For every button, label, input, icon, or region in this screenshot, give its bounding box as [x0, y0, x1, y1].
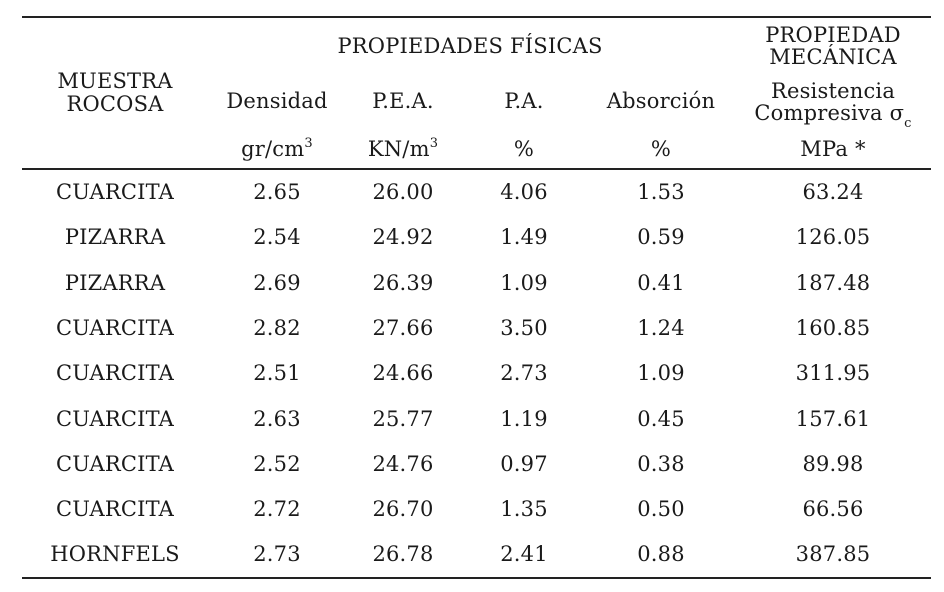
- cell-pea: 27.66: [372, 316, 434, 340]
- sample-header-line2: ROCOSA: [66, 92, 164, 116]
- cell-sample: CUARCITA: [55, 497, 175, 521]
- cell-sample: CUARCITA: [55, 407, 175, 431]
- cell-absorption: 0.88: [637, 542, 685, 566]
- cell-sample: HORNFELS: [50, 542, 180, 566]
- unit-absorption: %: [650, 137, 672, 161]
- cell-pa: 2.73: [500, 361, 548, 385]
- cell-pa: 2.41: [500, 542, 548, 566]
- cell-pea: 24.92: [372, 225, 434, 249]
- cell-strength: 387.85: [795, 542, 871, 566]
- cell-density: 2.69: [253, 271, 301, 295]
- cell-pa: 0.97: [500, 452, 548, 476]
- cell-absorption: 0.50: [637, 497, 685, 521]
- cell-sample: CUARCITA: [55, 361, 175, 385]
- cell-pa: 4.06: [500, 180, 548, 204]
- cell-sample: CUARCITA: [55, 180, 175, 204]
- cell-density: 2.52: [253, 452, 301, 476]
- unit-strength: MPa *: [800, 137, 866, 161]
- cell-sample: PIZARRA: [64, 271, 166, 295]
- cell-density: 2.65: [253, 180, 301, 204]
- cell-strength: 311.95: [795, 361, 871, 385]
- cell-density: 2.63: [253, 407, 301, 431]
- cell-sample: CUARCITA: [55, 316, 175, 340]
- cell-absorption: 1.24: [637, 316, 685, 340]
- cell-sample: PIZARRA: [64, 225, 166, 249]
- cell-pea: 26.78: [372, 542, 434, 566]
- cell-absorption: 0.41: [637, 271, 685, 295]
- cell-pea: 24.76: [372, 452, 434, 476]
- column-header-density: Densidad: [226, 89, 328, 113]
- column-header-strength-line1: Resistencia: [770, 79, 896, 103]
- cell-pea: 26.70: [372, 497, 434, 521]
- cell-absorption: 0.45: [637, 407, 685, 431]
- cell-pa: 1.19: [500, 407, 548, 431]
- header-rule: [22, 168, 931, 170]
- cell-density: 2.73: [253, 542, 301, 566]
- column-header-strength-line2: Compresiva σc: [754, 101, 912, 132]
- column-header-absorption: Absorción: [606, 89, 716, 113]
- cell-strength: 89.98: [802, 452, 864, 476]
- column-header-pa: P.A.: [504, 89, 544, 113]
- cell-absorption: 1.09: [637, 361, 685, 385]
- cell-density: 2.51: [253, 361, 301, 385]
- cell-pea: 26.39: [372, 271, 434, 295]
- cell-pea: 25.77: [372, 407, 434, 431]
- cell-strength: 160.85: [795, 316, 871, 340]
- unit-pea: KN/m3: [367, 136, 439, 161]
- mechanical-property-header-line2: MECÁNICA: [769, 45, 897, 69]
- cell-pa: 3.50: [500, 316, 548, 340]
- cell-strength: 63.24: [802, 180, 864, 204]
- mechanical-property-header-line1: PROPIEDAD: [765, 23, 901, 47]
- cell-pea: 26.00: [372, 180, 434, 204]
- cell-strength: 157.61: [795, 407, 871, 431]
- cell-pa: 1.49: [500, 225, 548, 249]
- cell-absorption: 0.59: [637, 225, 685, 249]
- cell-pea: 24.66: [372, 361, 434, 385]
- cell-pa: 1.09: [500, 271, 548, 295]
- cell-strength: 187.48: [795, 271, 871, 295]
- cell-pa: 1.35: [500, 497, 548, 521]
- cell-sample: CUARCITA: [55, 452, 175, 476]
- sample-header-line1: MUESTRA: [57, 69, 173, 93]
- cell-strength: 66.56: [802, 497, 864, 521]
- cell-density: 2.54: [253, 225, 301, 249]
- cell-density: 2.82: [253, 316, 301, 340]
- physical-properties-header: PROPIEDADES FÍSICAS: [337, 34, 603, 58]
- top-rule: [22, 16, 931, 18]
- unit-pa: %: [513, 137, 535, 161]
- cell-strength: 126.05: [795, 225, 871, 249]
- column-header-pea: P.E.A.: [372, 89, 434, 113]
- cell-absorption: 0.38: [637, 452, 685, 476]
- unit-density: gr/cm3: [241, 136, 313, 161]
- cell-absorption: 1.53: [637, 180, 685, 204]
- bottom-rule: [22, 577, 931, 579]
- cell-density: 2.72: [253, 497, 301, 521]
